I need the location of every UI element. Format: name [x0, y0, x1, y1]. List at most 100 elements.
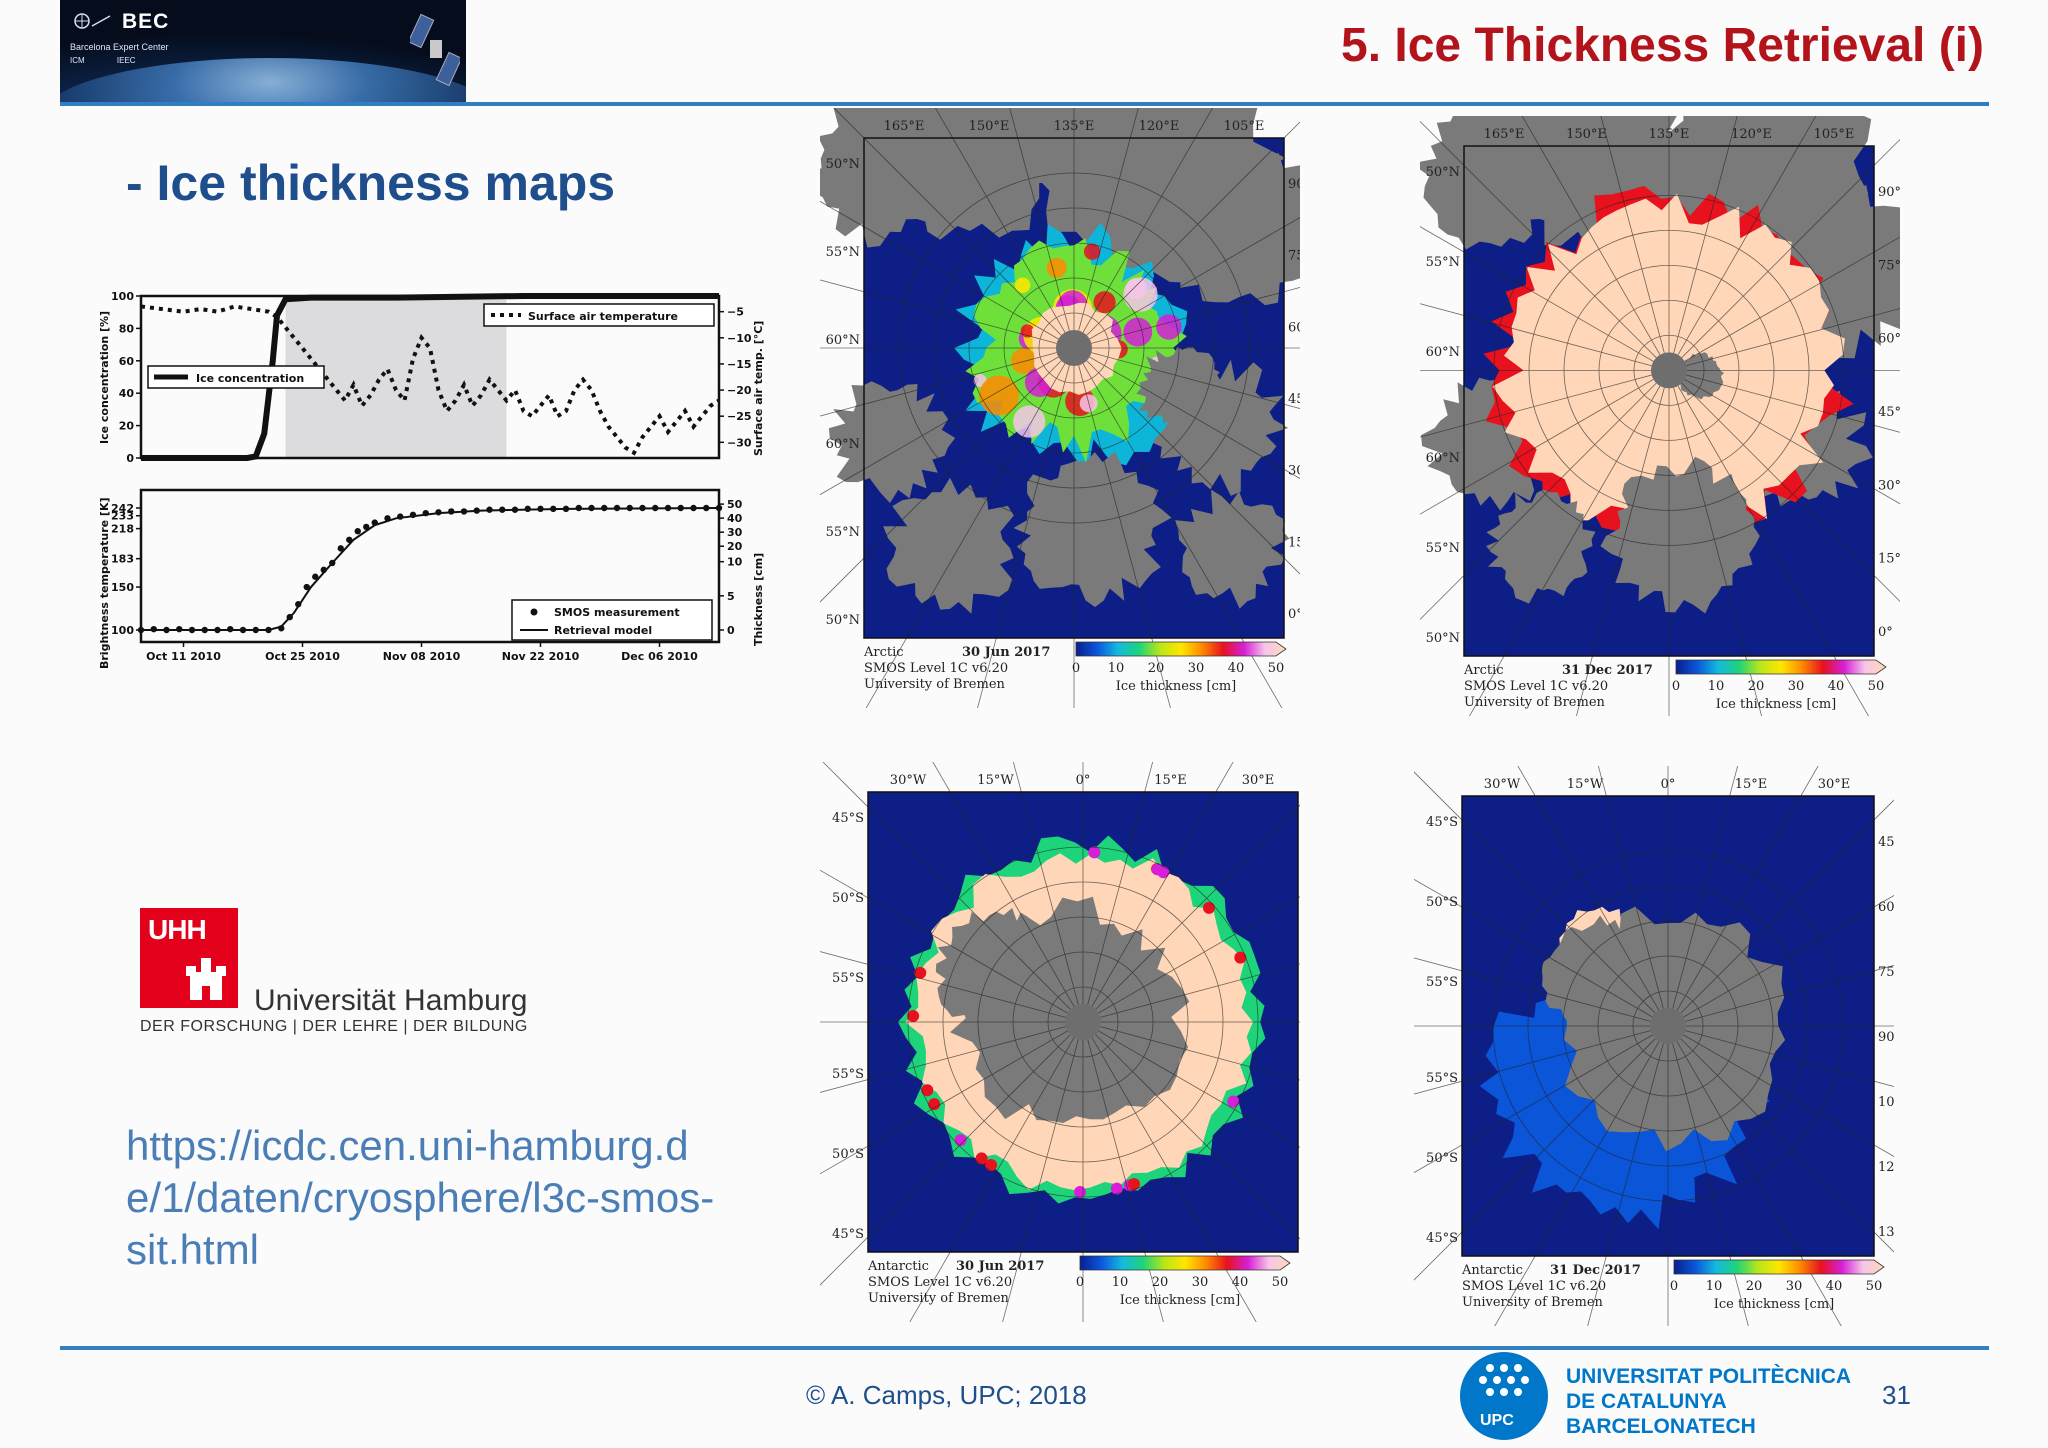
- colorbar-label: Ice thickness [cm]: [1714, 1297, 1834, 1312]
- meridian: [1683, 895, 1894, 1018]
- meridian: [1686, 308, 1900, 367]
- smos-point: [639, 504, 646, 512]
- left-label: 50°S: [1426, 1151, 1458, 1166]
- left-label: 50°N: [826, 157, 860, 172]
- map-frame: [867, 791, 1299, 1253]
- upc-abbr: UPC: [1480, 1412, 1514, 1429]
- y-right-tick-label: 20: [727, 540, 743, 553]
- meridian: [977, 365, 1070, 708]
- upc-dots-icon: [1479, 1364, 1529, 1396]
- top-left-axis-label: Ice concentration [%]: [98, 311, 111, 444]
- ice-patch: [1088, 846, 1101, 859]
- top-label: 165°E: [1484, 127, 1525, 142]
- meridian: [1517, 766, 1660, 1011]
- left-label: 55°S: [1426, 1071, 1458, 1086]
- smos-point: [137, 626, 145, 634]
- ice-patch: [1046, 257, 1067, 278]
- smos-point: [176, 625, 183, 633]
- meridian: [1420, 303, 1652, 367]
- smos-point: [677, 504, 684, 512]
- map-region: Antarctic: [1461, 1263, 1523, 1278]
- smos-point: [337, 545, 344, 552]
- ice-patch: [1083, 243, 1101, 260]
- smos-point: [473, 507, 480, 514]
- colorbar-tick: 30: [1188, 661, 1205, 676]
- meridian: [1009, 108, 1070, 331]
- right-label: 15°E: [1288, 535, 1300, 550]
- legend-air-temp: Surface air temperature: [483, 303, 715, 327]
- colorbar: [1079, 1255, 1291, 1271]
- colorbar-tick: 20: [1152, 1275, 1169, 1290]
- top-label: 30°E: [1242, 773, 1275, 788]
- y-right-tick-label: −5: [727, 306, 744, 319]
- smos-point: [524, 505, 531, 513]
- map-source: University of Bremen: [864, 677, 1006, 692]
- meridian: [1521, 116, 1661, 356]
- ice-patch: [1013, 405, 1046, 438]
- meridian: [865, 363, 1066, 708]
- meridian: [1100, 1026, 1300, 1081]
- y-right-tick-label: −10: [727, 332, 752, 345]
- meridian: [1681, 382, 1900, 602]
- y-right-tick-label: −25: [727, 410, 752, 423]
- smos-point: [511, 506, 519, 513]
- smos-point: [499, 506, 506, 513]
- colorbar-label: Ice thickness [cm]: [1116, 679, 1236, 694]
- legend-ice-concentration: Ice concentration: [147, 365, 325, 389]
- ice-patch: [914, 966, 927, 979]
- y-right-tick-label: −30: [727, 436, 752, 449]
- left-label: 45°S: [832, 811, 864, 826]
- meridian: [1469, 385, 1661, 716]
- bec-partners: ICM IEEC: [70, 56, 136, 65]
- legend-air-temp-label: Surface air temperature: [528, 310, 678, 323]
- meridian: [1683, 1034, 1894, 1157]
- smos-point: [626, 504, 633, 512]
- dataset-link[interactable]: https://icdc.cen.uni-hamburg.de/1/daten/…: [126, 1122, 715, 1273]
- ice-patch: [1014, 277, 1031, 293]
- x-tick-label: Oct 25 2010: [265, 650, 340, 663]
- map-region: Arctic: [863, 645, 904, 660]
- y-right-tick-label: 30: [727, 526, 743, 539]
- land: [883, 477, 1014, 614]
- upc-name-line3: BARCELONATECH: [1566, 1415, 1756, 1438]
- meridian: [1672, 766, 1739, 1009]
- smos-point: [214, 626, 221, 634]
- upc-name-line1: UNIVERSITAT POLITÈCNICA: [1566, 1365, 1852, 1388]
- smos-point: [448, 508, 455, 515]
- top-divider: [60, 102, 1989, 106]
- meridian: [1087, 1039, 1164, 1322]
- meridian: [1676, 766, 1819, 1011]
- y-right-tick-label: 50: [727, 498, 743, 511]
- meridian: [1676, 1041, 1842, 1326]
- ice-patch: [1010, 348, 1037, 374]
- colorbar-tick: 10: [1706, 1279, 1723, 1294]
- left-label: 50°N: [826, 613, 860, 628]
- bec-emblem-icon: [74, 13, 111, 29]
- map-product: SMOS Level 1C v6.20: [1462, 1279, 1606, 1294]
- pole-hole: [1065, 1004, 1101, 1040]
- meridian: [1012, 762, 1079, 1005]
- meridian: [1414, 1038, 1656, 1281]
- colorbar-tick: 20: [1748, 679, 1765, 694]
- uhh-red-box: UHH: [140, 908, 238, 1008]
- footer-copyright: © A. Camps, UPC; 2018: [806, 1380, 1087, 1410]
- left-label: 50°S: [832, 891, 864, 906]
- top-label: 135°E: [1649, 127, 1690, 142]
- map-product: SMOS Level 1C v6.20: [1464, 679, 1608, 694]
- meridian: [1414, 1034, 1653, 1174]
- meridian: [820, 1030, 1068, 1175]
- smos-point: [265, 626, 272, 634]
- upc-name-line2: DE CATALUNYA: [1566, 1390, 1727, 1413]
- left-label: 45°S: [832, 1227, 864, 1242]
- smos-point: [588, 504, 595, 512]
- ice-concentration-line: [141, 293, 719, 461]
- meridian: [1420, 382, 1657, 620]
- y-right-tick-label: 40: [727, 512, 743, 525]
- right-label: 15°E: [1878, 552, 1900, 567]
- meridian: [1086, 121, 1300, 336]
- y-right-tick-label: 10: [727, 556, 743, 569]
- y-tick-label: 218: [111, 523, 134, 536]
- uhh-logo: UHH Universität Hamburg DER FORSCHUNG | …: [140, 908, 540, 1038]
- meridian: [1100, 963, 1300, 1018]
